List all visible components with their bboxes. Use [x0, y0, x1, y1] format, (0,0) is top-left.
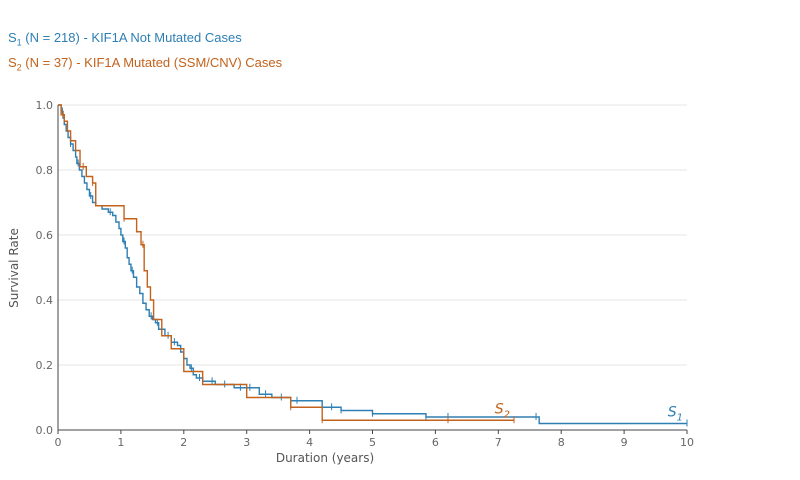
curve-label-s1: S1 — [668, 405, 683, 424]
x-tick-label: 8 — [558, 436, 565, 449]
y-tick-label: 0.6 — [36, 229, 54, 242]
axes: 0.0 0.2 0.4 0.6 0.8 1.0 0 1 2 3 4 5 6 7 8 9 10 — [36, 99, 695, 449]
x-tick-label: 0 — [55, 436, 62, 449]
legend-s2-sub: 2 — [16, 62, 22, 73]
survival-step-line — [58, 104, 687, 425]
x-tick-label: 1 — [117, 436, 124, 449]
y-tick-label: 0.8 — [36, 164, 54, 177]
x-tick-label: 5 — [369, 436, 376, 449]
legend-s2-text: (N = 37) - KIF1A Mutated (SSM/CNV) Cases — [21, 54, 283, 70]
x-tick-label: 6 — [432, 436, 439, 449]
legend-s1-prefix: S — [8, 30, 17, 45]
series-s1[interactable]: S1 — [58, 104, 688, 427]
legend-item-s1[interactable]: S1 (N = 218) - KIF1A Not Mutated Cases — [8, 28, 282, 53]
curve-label-prefix: S — [668, 405, 677, 421]
y-tick-label: 0.0 — [36, 424, 54, 437]
legend-s2-prefix: S — [8, 54, 17, 70]
y-tick-label: 1.0 — [36, 99, 54, 112]
legend: S1 (N = 218) - KIF1A Not Mutated Cases S… — [8, 28, 282, 77]
series-s2[interactable]: S2 — [58, 104, 515, 424]
x-axis-title: Duration (years) — [276, 451, 374, 465]
curve-label-prefix: S — [495, 401, 504, 417]
curve-label-s2: S2 — [495, 401, 510, 420]
x-tick-label: 9 — [621, 436, 628, 449]
curve-label-sub: 2 — [504, 409, 510, 420]
y-axis-title: Survival Rate — [7, 228, 21, 308]
x-tick-label: 4 — [306, 436, 313, 449]
x-tick-label: 2 — [180, 436, 187, 449]
grid-lines — [58, 104, 687, 431]
survival-step-line — [58, 104, 515, 421]
legend-item-s2[interactable]: S2 (N = 37) - KIF1A Mutated (SSM/CNV) Ca… — [8, 53, 282, 78]
y-tick-label: 0.2 — [36, 359, 54, 372]
x-tick-label: 7 — [495, 436, 502, 449]
y-tick-label: 0.4 — [36, 294, 54, 307]
legend-s1-text: (N = 218) - KIF1A Not Mutated Cases — [21, 30, 242, 45]
curve-label-sub: 1 — [677, 413, 683, 424]
legend-s1-sub: 1 — [16, 37, 22, 48]
x-tick-label: 3 — [243, 436, 250, 449]
x-tick-label: 10 — [680, 436, 694, 449]
